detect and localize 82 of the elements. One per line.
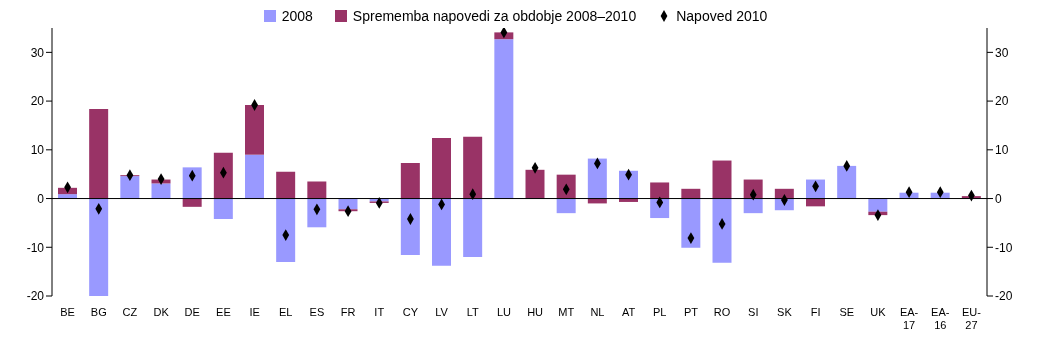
bar bbox=[432, 198, 451, 266]
bar bbox=[494, 39, 514, 199]
x-tick-label: PT bbox=[683, 306, 699, 318]
bar bbox=[276, 171, 296, 199]
bar bbox=[151, 183, 171, 199]
bar bbox=[432, 138, 451, 199]
x-tick-label: NL bbox=[590, 306, 605, 318]
x-tick-label: AT bbox=[621, 306, 636, 318]
bar bbox=[245, 154, 264, 199]
x-tick-label: EL bbox=[279, 306, 293, 318]
bar bbox=[400, 162, 420, 199]
y-tick-label: 10 bbox=[30, 143, 45, 158]
x-tick-label: HU bbox=[527, 306, 544, 318]
bar bbox=[556, 174, 576, 199]
x-tick-label: EA-17 bbox=[899, 306, 919, 331]
x-tick-label: EU-27 bbox=[961, 306, 982, 331]
x-tick-label: CZ bbox=[122, 306, 138, 318]
bar bbox=[556, 198, 576, 214]
bar bbox=[681, 188, 701, 199]
x-tick-label: LV bbox=[435, 306, 449, 318]
bar bbox=[681, 198, 701, 248]
legend-label: Napoved 2010 bbox=[676, 8, 768, 24]
x-tick-label: SI bbox=[748, 306, 759, 318]
y2-tick-label: 30 bbox=[995, 45, 1009, 60]
legend-label: Sprememba napovedi za obdobje 2008–2010 bbox=[352, 8, 637, 24]
bar bbox=[587, 158, 607, 199]
x-tick-label: BG bbox=[90, 306, 107, 318]
bar bbox=[245, 104, 264, 155]
x-tick-label: SK bbox=[777, 306, 793, 318]
x-tick-label: DE bbox=[184, 306, 200, 318]
point bbox=[500, 28, 508, 39]
bar bbox=[307, 181, 327, 199]
legend-label: 2008 bbox=[281, 8, 313, 24]
y2-tick-label: -10 bbox=[995, 240, 1013, 255]
y-tick-label: 30 bbox=[30, 45, 45, 60]
y2-tick-label: -20 bbox=[995, 289, 1013, 304]
bar bbox=[712, 198, 732, 263]
bar bbox=[307, 198, 327, 228]
x-tick-label: UK bbox=[870, 306, 887, 318]
y-tick-label: -20 bbox=[26, 289, 45, 304]
y-tick-label: -10 bbox=[26, 240, 45, 255]
bar bbox=[58, 194, 77, 199]
bar bbox=[182, 198, 202, 207]
bar bbox=[837, 165, 857, 199]
bar bbox=[400, 198, 420, 256]
bar bbox=[619, 170, 638, 199]
bar bbox=[868, 198, 888, 212]
x-tick-label: FR bbox=[340, 306, 356, 318]
x-tick-label: ES bbox=[309, 306, 325, 318]
y2-tick-label: 0 bbox=[995, 191, 1002, 206]
x-tick-label: BE bbox=[60, 306, 75, 318]
x-tick-label: IE bbox=[249, 306, 260, 318]
x-tick-label: IT bbox=[374, 306, 385, 318]
x-tick-label: FI bbox=[810, 306, 821, 318]
x-tick-label: MT bbox=[558, 306, 575, 318]
bar bbox=[276, 198, 296, 262]
bar bbox=[525, 169, 545, 199]
x-tick-label: LT bbox=[466, 306, 480, 318]
x-tick-label: EE bbox=[216, 306, 231, 318]
bar bbox=[213, 152, 233, 199]
y2-tick-label: 10 bbox=[995, 143, 1009, 158]
x-tick-label: LU bbox=[496, 306, 511, 318]
bar bbox=[712, 160, 732, 199]
bar bbox=[743, 198, 763, 214]
y-tick-label: 0 bbox=[37, 191, 45, 206]
bar bbox=[213, 198, 233, 220]
bar bbox=[463, 198, 483, 258]
bar bbox=[806, 198, 825, 207]
x-tick-label: DK bbox=[153, 306, 170, 318]
bar bbox=[120, 176, 140, 199]
y-tick-label: 20 bbox=[30, 94, 45, 109]
x-tick-label: SE bbox=[839, 306, 855, 318]
x-tick-label: CY bbox=[402, 306, 419, 318]
x-tick-label: RO bbox=[713, 306, 731, 318]
bar bbox=[182, 167, 202, 199]
bar bbox=[463, 136, 483, 199]
x-tick-label: PL bbox=[653, 306, 667, 318]
bar bbox=[89, 108, 109, 199]
bar bbox=[89, 198, 109, 296]
y2-tick-label: 20 bbox=[995, 94, 1009, 109]
bar bbox=[650, 182, 670, 199]
x-tick-label: EA-16 bbox=[931, 306, 950, 331]
